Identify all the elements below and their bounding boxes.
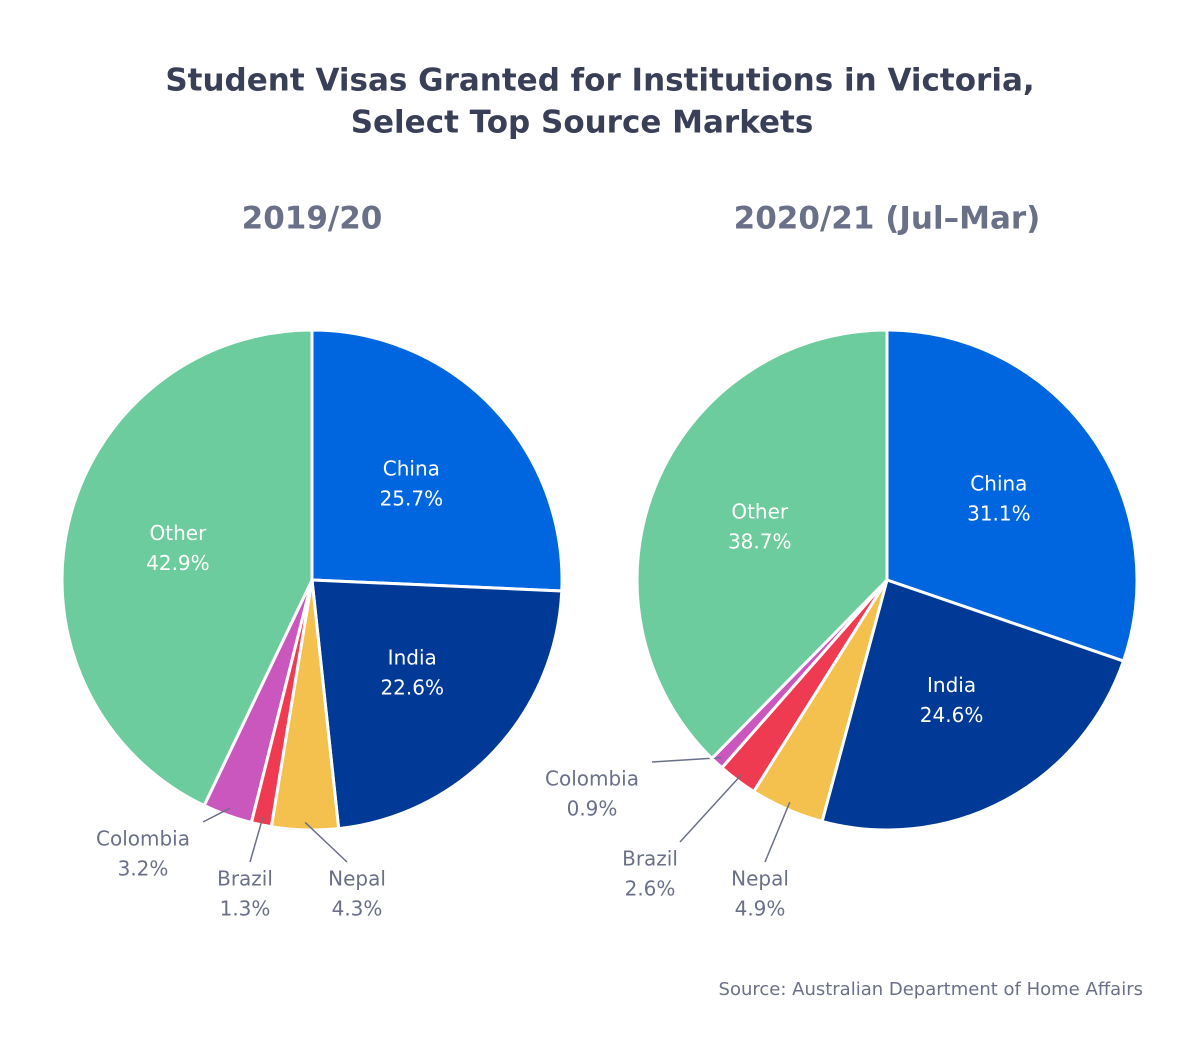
value-label: 0.9% [567, 797, 618, 821]
source: Source: Australian Department of Home Af… [719, 979, 1143, 1000]
slice-label: China [383, 456, 440, 480]
value-label: 4.3% [332, 897, 383, 921]
value-label: 2.6% [625, 877, 676, 901]
leader-line [202, 807, 231, 823]
value-label: 24.6% [920, 703, 984, 727]
slice-label: China [970, 472, 1027, 496]
pie-slice [60, 328, 314, 808]
pie-slice [885, 328, 1139, 663]
value-label: 4.9% [735, 897, 786, 921]
chart-title: Select Top Source Markets [351, 105, 814, 141]
value-label: 31.1% [967, 502, 1031, 526]
slice-label: India [927, 673, 976, 697]
leader-line [304, 821, 348, 863]
pie-slice [635, 328, 889, 761]
slice-label: India [388, 646, 437, 670]
pie-slice [310, 328, 564, 593]
slice-label: Other [731, 499, 789, 523]
value-label: 1.3% [220, 897, 271, 921]
slice-label: Colombia [545, 767, 639, 791]
chart-title: Student Visas Granted for Institutions i… [165, 63, 1034, 99]
pie-title: 2020/21 (Jul–Mar) [734, 201, 1041, 237]
leader-line [764, 801, 791, 863]
slice-label: Brazil [217, 867, 273, 891]
slice-label: Brazil [622, 847, 678, 871]
slice-label: Nepal [731, 867, 789, 891]
pie-slice [820, 578, 1126, 832]
slice-label: Other [150, 521, 208, 545]
pie-slice [310, 578, 564, 831]
value-label: 25.7% [380, 486, 444, 510]
value-label: 38.7% [728, 529, 792, 553]
value-label: 3.2% [118, 857, 169, 881]
leader-line [249, 817, 264, 863]
pie-title: 2019/20 [242, 201, 383, 237]
value-label: 22.6% [380, 676, 444, 700]
value-label: 42.9% [146, 551, 210, 575]
slice-label: Nepal [328, 867, 386, 891]
slice-label: Colombia [96, 827, 190, 851]
leader-line [679, 773, 743, 843]
